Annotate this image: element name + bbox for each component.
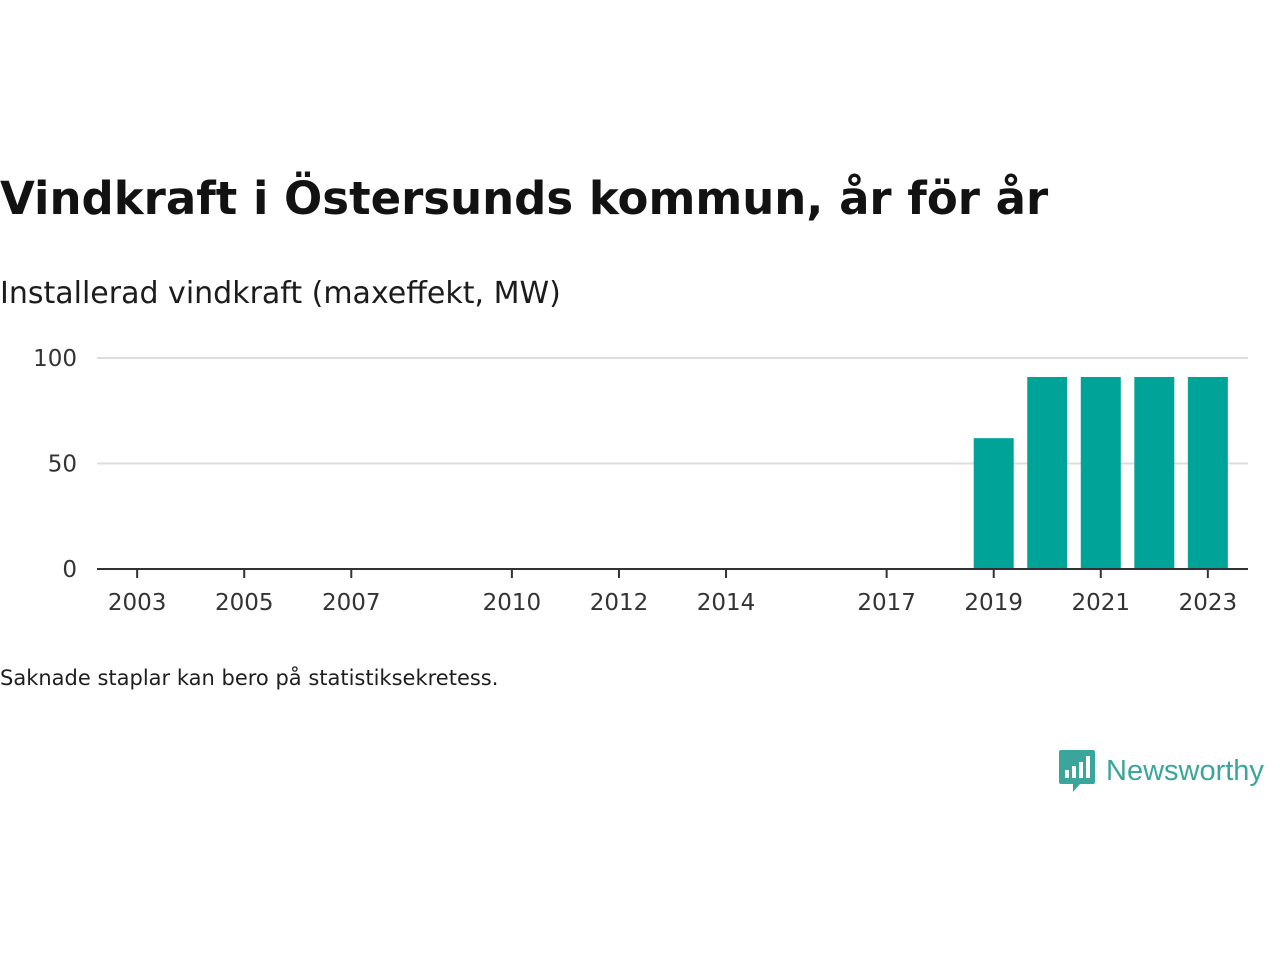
x-tick-label: 2007 [322, 590, 381, 616]
x-tick-label: 2005 [215, 590, 274, 616]
bar [1027, 376, 1068, 569]
y-tick-label: 0 [62, 557, 77, 583]
x-tick-label: 2012 [590, 590, 649, 616]
logo-text: Newsworthy [1106, 754, 1264, 787]
x-tick-label: 2021 [1072, 590, 1131, 616]
newsworthy-logo: Newsworthy [1058, 748, 1264, 794]
x-tick-label: 2003 [108, 590, 167, 616]
bar [1080, 376, 1121, 569]
bar [973, 438, 1014, 569]
x-tick-label: 2014 [697, 590, 756, 616]
newsworthy-logo-icon [1059, 750, 1095, 792]
bar-chart: 0 50 100 2003 2005 2007 2010 2012 2014 2017 2019 20… [33, 346, 1248, 616]
x-tick-label: 2017 [857, 590, 916, 616]
y-tick-label: 50 [48, 452, 77, 478]
bar [1187, 376, 1228, 569]
x-tick-label: 2019 [964, 590, 1023, 616]
footnote: Saknade staplar kan bero på statistiksek… [0, 666, 499, 690]
chart-title: Vindkraft i Östersunds kommun, år för år [0, 172, 1049, 225]
y-tick-label: 100 [33, 346, 77, 372]
x-tick-label: 2010 [483, 590, 542, 616]
chart-subtitle: Installerad vindkraft (maxeffekt, MW) [0, 276, 561, 311]
x-tick-label: 2023 [1179, 590, 1238, 616]
bar [1134, 376, 1175, 569]
